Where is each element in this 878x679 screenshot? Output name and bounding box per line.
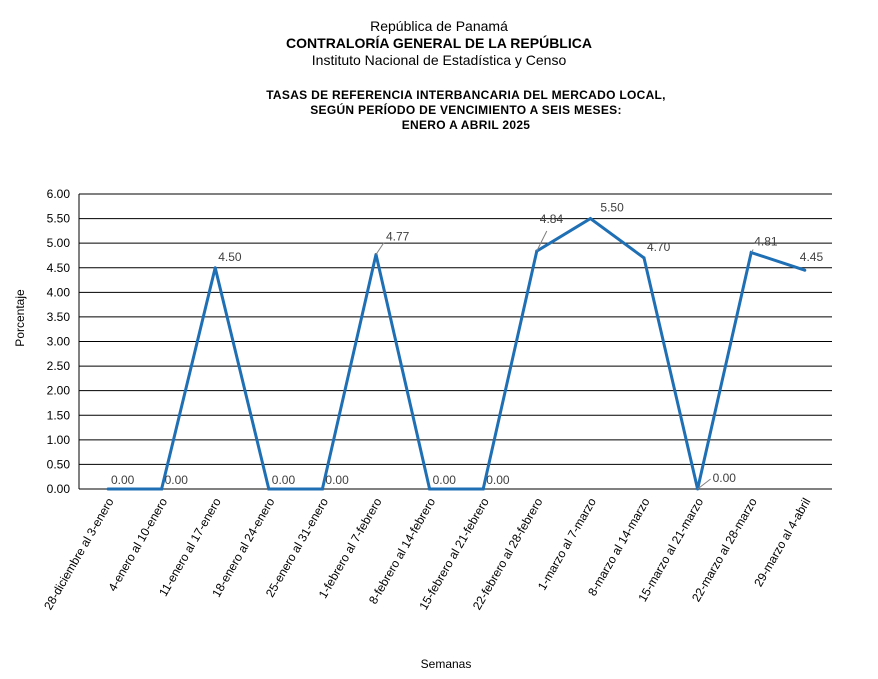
y-tick-label: 6.00: [47, 187, 71, 201]
gridlines: [78, 193, 832, 490]
data-point: [803, 268, 807, 272]
data-label: 0.00: [713, 471, 737, 485]
data-label: 0.00: [325, 473, 349, 487]
y-tick-label: 0.50: [47, 457, 71, 471]
header-institution: CONTRALORÍA GENERAL DE LA REPÚBLICA: [286, 35, 592, 51]
data-point: [428, 487, 432, 491]
y-axis-ticks: 0.00 0.50 1.00 1.50 2.00 2.50 3.00 3.50 4.00 4.50…: [47, 187, 71, 496]
x-tick-label: 4-enero al 10-enero: [105, 495, 170, 594]
series-line: [108, 216, 806, 491]
series-line-group: [106, 216, 807, 491]
data-label: 4.77: [386, 229, 410, 243]
data-point: [213, 266, 217, 270]
x-tick-label: 29-marzo al 4-abril: [751, 496, 813, 590]
y-tick-label: 5.50: [47, 212, 71, 226]
y-tick-label: 3.00: [47, 335, 71, 349]
data-label: 0.00: [486, 473, 510, 487]
y-axis-label: Porcentaje: [13, 289, 27, 347]
data-label: 4.70: [647, 240, 671, 254]
y-tick-label: 1.50: [47, 408, 71, 422]
y-tick-label: 3.50: [47, 310, 71, 324]
leader-line: [697, 478, 711, 490]
data-label: 4.84: [540, 212, 564, 226]
data-label: 4.50: [218, 250, 242, 264]
x-tick-label: 28-diciembre al 3-enero: [41, 495, 117, 612]
data-point: [160, 487, 164, 491]
data-label: 0.00: [111, 473, 135, 487]
y-tick-label: 4.00: [47, 285, 71, 299]
x-tick-label: 1-marzo al 7-marzo: [535, 495, 599, 592]
data-label: 4.81: [754, 235, 778, 249]
data-point: [267, 487, 271, 491]
chart-title-line-3: ENERO A ABRIL 2025: [401, 118, 531, 132]
data-point: [481, 487, 485, 491]
y-tick-label: 5.00: [47, 236, 71, 250]
chart-title-line-1: TASAS DE REFERENCIA INTERBANCARIA DEL ME…: [266, 88, 666, 102]
data-point: [320, 487, 324, 491]
header-institute: Instituto Nacional de Estadística y Cens…: [311, 52, 567, 68]
y-tick-label: 1.00: [47, 433, 71, 447]
data-label: 0.00: [165, 473, 189, 487]
data-point: [106, 487, 110, 491]
y-tick-label: 2.50: [47, 359, 71, 373]
x-axis-label: Semanas: [421, 657, 472, 671]
leader-line: [750, 249, 754, 253]
data-point: [588, 217, 592, 221]
chart-title-line-2: SEGÚN PERÍODO DE VENCIMIENTO A SEIS MESE…: [310, 103, 622, 117]
data-label: 4.45: [800, 250, 824, 264]
data-label: 5.50: [600, 201, 624, 215]
y-tick-label: 0.00: [47, 482, 71, 496]
data-labels: 0.00 0.00 4.50 0.00 0.00 4.77 0.00 0.00 4.84 5.50…: [111, 201, 824, 490]
header-country: República de Panamá: [370, 18, 508, 34]
data-point: [642, 256, 646, 260]
leader-line: [375, 242, 385, 255]
y-tick-label: 4.50: [47, 261, 71, 275]
data-label: 0.00: [272, 473, 296, 487]
leader-line: [536, 230, 548, 252]
data-label: 0.00: [433, 473, 457, 487]
y-tick-label: 2.00: [47, 384, 71, 398]
